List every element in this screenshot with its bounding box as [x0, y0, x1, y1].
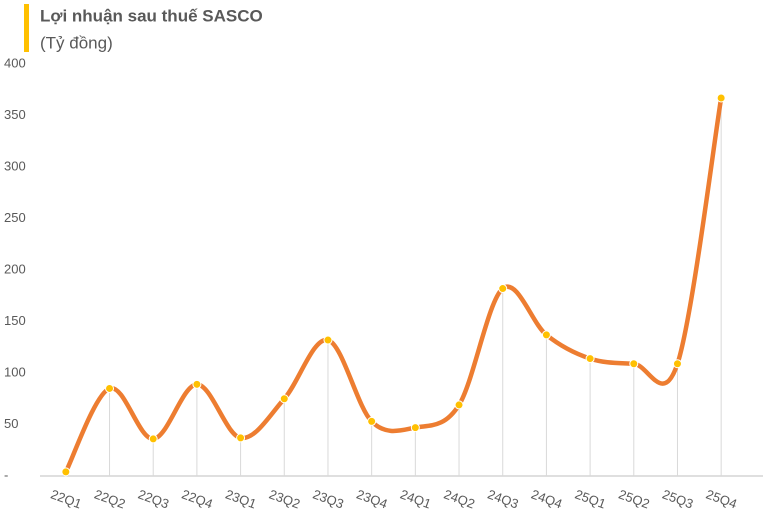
- x-tick-label: 23Q2: [267, 487, 302, 512]
- y-tick-label: 300: [4, 158, 26, 173]
- x-tick-label: 22Q4: [180, 487, 215, 512]
- data-point: [61, 467, 71, 477]
- x-tick-label: 22Q2: [92, 487, 127, 512]
- y-tick-label: 250: [4, 210, 26, 225]
- y-tick-label: 350: [4, 107, 26, 122]
- x-tick-label: 24Q3: [486, 487, 521, 512]
- x-tick-label: 24Q4: [529, 487, 564, 512]
- x-tick-label: 22Q3: [136, 487, 171, 512]
- y-tick-label: 100: [4, 364, 26, 379]
- data-point: [323, 335, 333, 345]
- x-tick-label: 23Q1: [223, 487, 258, 512]
- data-point: [236, 433, 246, 443]
- data-point: [716, 93, 726, 103]
- x-tick-label: 25Q4: [704, 487, 739, 512]
- y-tick-label: 200: [4, 261, 26, 276]
- x-tick-label: 24Q2: [442, 487, 477, 512]
- y-tick-label: 150: [4, 313, 26, 328]
- chart-title: Lợi nhuận sau thuế SASCO: [40, 6, 263, 25]
- x-tick-label: 22Q1: [49, 487, 84, 512]
- data-point: [498, 284, 508, 294]
- x-tick-label: 25Q3: [660, 487, 695, 512]
- data-point: [148, 434, 158, 444]
- data-point: [585, 354, 595, 364]
- data-point: [367, 416, 377, 426]
- x-tick-label: 25Q2: [617, 487, 652, 512]
- x-tick-label: 25Q1: [573, 487, 608, 512]
- y-tick-label: 400: [4, 55, 26, 70]
- data-point: [454, 400, 464, 410]
- data-point: [541, 330, 551, 340]
- data-point: [105, 383, 115, 393]
- data-point: [629, 359, 639, 369]
- data-point: [279, 394, 289, 404]
- title-accent: [24, 4, 29, 52]
- y-tick-label: 50: [4, 416, 18, 431]
- data-point: [192, 379, 202, 389]
- y-tick-label: -: [4, 467, 8, 482]
- x-tick-label: 23Q3: [311, 487, 346, 512]
- x-tick-label: 24Q1: [398, 487, 433, 512]
- x-tick-label: 23Q4: [355, 487, 390, 512]
- chart-subtitle: (Tỷ đồng): [40, 33, 113, 52]
- data-point: [410, 423, 420, 433]
- data-point: [672, 359, 682, 369]
- series-line: [63, 95, 724, 475]
